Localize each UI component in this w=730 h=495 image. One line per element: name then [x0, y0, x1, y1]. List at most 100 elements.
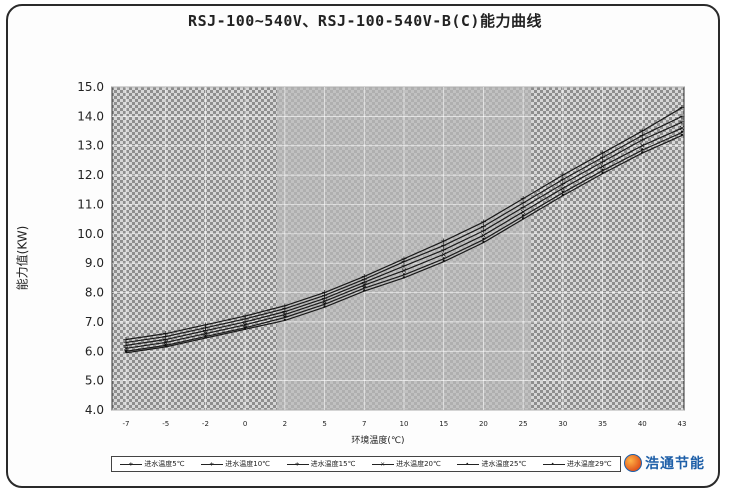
y-tick-label: 7.0 [85, 315, 104, 329]
series-point-marker: + [599, 153, 606, 162]
x-axis-label: 环境温度(℃) [351, 436, 405, 446]
y-tick-label: 5.0 [85, 374, 104, 388]
y-tick-label: 6.0 [85, 344, 104, 358]
series-point-marker: × [639, 141, 646, 150]
series-point-marker: + [639, 127, 646, 136]
legend-line-swatch: + [120, 460, 143, 468]
series-point-marker: + [440, 237, 447, 246]
series-point-marker: + [321, 294, 328, 303]
series-point-marker: × [480, 231, 487, 240]
brand-logo: 浩通节能 [624, 453, 705, 473]
legend-marker: • [465, 460, 470, 468]
series-point-marker: × [361, 281, 368, 290]
y-tick-label: 13.0 [77, 139, 104, 153]
y-axis-label: 能力值(KW) [15, 225, 30, 291]
series-point-marker: + [679, 112, 686, 121]
series-point-marker: + [599, 149, 606, 158]
x-tick-label: 2 [283, 420, 287, 428]
series-point-marker: + [401, 254, 408, 263]
legend-marker: + [209, 460, 215, 468]
x-tick-label: 15 [439, 420, 448, 428]
legend: + 进水温度5℃ + 进水温度10℃ + 进水温度15℃ × 进水温度20℃ • 进水温度25℃ •… [111, 456, 621, 472]
series-point-marker: + [282, 307, 289, 316]
series-point-marker: • [282, 313, 287, 322]
series-point-marker: + [123, 341, 130, 350]
series-point-marker: • [402, 273, 407, 282]
series-point-marker: + [599, 157, 606, 166]
legend-line-swatch: + [286, 461, 309, 467]
series-point-marker: + [321, 291, 328, 300]
series-point-marker: • [441, 254, 446, 263]
series-point-marker: + [520, 194, 527, 203]
x-tick-label: 10 [400, 420, 409, 428]
series-point-marker: • [441, 257, 446, 266]
series-point-marker: × [599, 162, 606, 171]
series-point-marker: + [202, 320, 209, 329]
series-point-marker: + [242, 317, 249, 326]
x-tick-label: 20 [479, 420, 488, 428]
legend-label: 进水温度20℃ [396, 460, 441, 468]
series-point-marker: + [123, 335, 130, 344]
x-tick-label: -2 [202, 420, 209, 428]
legend-marker: + [128, 460, 134, 468]
series-point-marker: • [481, 235, 486, 244]
series-point-marker: + [202, 323, 209, 332]
legend-marker: • [550, 460, 555, 468]
series-point-marker: + [520, 198, 527, 207]
series-point-marker: + [282, 301, 289, 310]
series-point-marker: × [560, 184, 567, 193]
series-point-marker: • [163, 342, 168, 351]
series-point-marker: • [362, 287, 367, 296]
x-tick-label: 30 [558, 420, 567, 428]
chart-title: RSJ-100~540V、RSJ-100-540V-B(C)能力曲线 [188, 12, 542, 30]
x-tick-label: 25 [519, 420, 528, 428]
series-point-marker: × [282, 310, 289, 319]
series-point-marker: + [480, 226, 487, 235]
series-point-marker: + [440, 245, 447, 254]
x-tick-label: 35 [598, 420, 607, 428]
legend-label: 进水温度5℃ [144, 460, 185, 468]
x-tick-label: 40 [638, 420, 647, 428]
series-point-marker: + [123, 338, 130, 347]
series-point-marker: + [679, 118, 686, 127]
series-point-marker: • [243, 323, 248, 332]
series-point-marker: + [520, 203, 527, 212]
legend-item: • 进水温度25℃ [457, 459, 526, 469]
series-point-marker: + [440, 241, 447, 250]
series-point-marker: + [480, 218, 487, 227]
legend-line-swatch: × [372, 461, 395, 467]
x-tick-label: 43 [678, 420, 687, 428]
series-point-marker: × [123, 344, 130, 353]
x-tick-label: 5 [322, 420, 326, 428]
x-tick-label: 0 [243, 420, 247, 428]
x-tick-label: -7 [123, 420, 130, 428]
series-point-marker: + [162, 329, 169, 338]
series-point-marker: • [680, 131, 685, 140]
series-point-marker: × [679, 124, 686, 133]
series-point-marker: × [401, 266, 408, 275]
series-line [125, 107, 683, 341]
y-tick-label: 9.0 [85, 256, 104, 270]
series-point-marker: + [202, 326, 209, 335]
series-point-marker: • [560, 188, 565, 197]
legend-label: 进水温度10℃ [225, 460, 271, 468]
series-point-marker: + [560, 175, 567, 184]
series-point-marker: + [361, 275, 368, 284]
legend-item: + 进水温度5℃ [120, 459, 185, 469]
series-point-marker: × [440, 250, 447, 259]
logo-text: 浩通节能 [645, 456, 705, 472]
series-point-marker: + [321, 288, 328, 297]
series-point-marker: + [361, 278, 368, 287]
series-point-marker: • [124, 347, 129, 356]
series-point-marker: • [600, 166, 605, 175]
series-point-marker: × [321, 297, 328, 306]
y-tick-label: 11.0 [77, 197, 104, 211]
y-tick-label: 8.0 [85, 286, 104, 300]
series-point-marker: + [679, 103, 686, 112]
y-tick-label: 10.0 [77, 227, 104, 241]
series-point-marker: • [322, 300, 327, 309]
series-point-marker: + [639, 131, 646, 140]
series-point-marker: + [162, 332, 169, 341]
series-point-marker: • [163, 341, 168, 350]
series-point-marker: + [480, 222, 487, 231]
